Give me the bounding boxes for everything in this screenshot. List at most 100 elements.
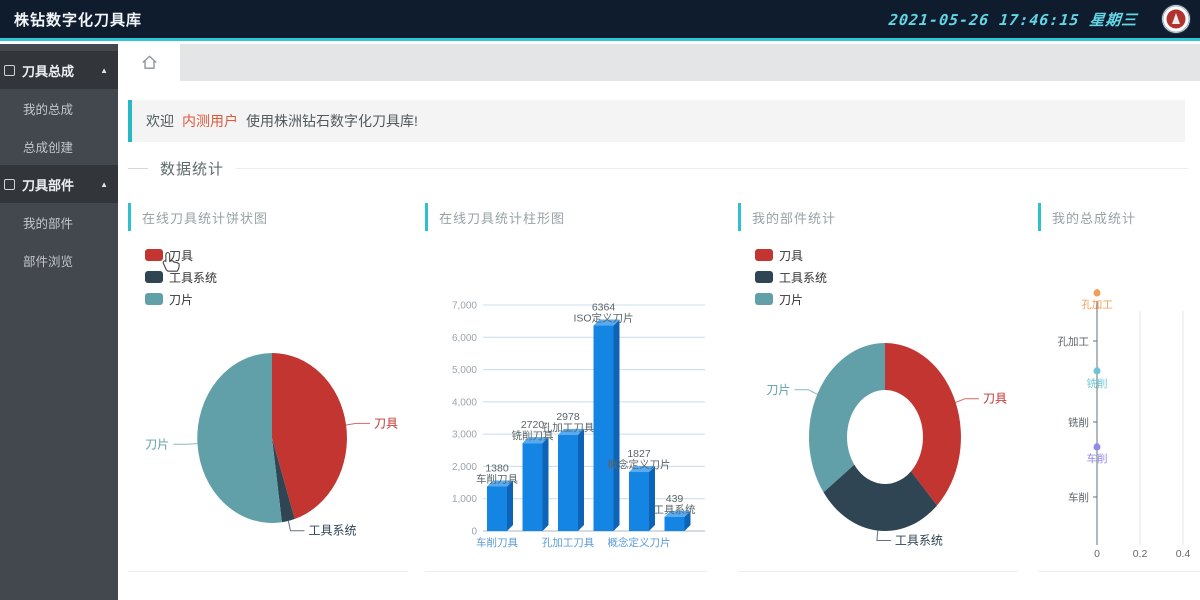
panel-title: 我的总成统计 [1052,210,1137,226]
welcome-banner: 欢迎 内测用户 使用株洲钻石数字化刀具库! [128,100,1185,142]
bar-top-face [629,466,655,473]
data-point[interactable] [1093,367,1101,375]
pie-label: 刀片 [766,383,790,397]
welcome-username: 内测用户 [182,113,238,129]
pie-label-line [955,398,979,403]
x-tick-label[interactable]: 车削刀具 [476,536,518,549]
sidebar-group-tool-assembly[interactable]: 刀具总成 ▲ [0,51,118,89]
pie-label: 工具系统 [309,524,357,538]
pie-slice[interactable] [885,343,961,506]
sidebar-item-label: 我的总成 [23,102,74,117]
legend-swatch [755,293,773,305]
section-divider [236,167,1188,169]
bar[interactable] [558,434,578,531]
bar[interactable] [522,443,543,531]
tab-home[interactable] [118,44,180,81]
sidebar-item-create-assembly[interactable]: 总成创建 [0,127,118,165]
x-tick-label: 0 [1094,548,1100,560]
pie-label: 刀片 [145,437,169,451]
sidebar-item-my-components[interactable]: 我的部件 [0,203,118,241]
section-header: 数据统计 [128,158,1188,178]
x-tick-label[interactable]: 概念定义刀片 [608,536,671,549]
component-icon [4,178,15,190]
sidebar-item-browse-components[interactable]: 部件浏览 [0,241,118,279]
sidebar-item-my-assembly[interactable]: 我的总成 [0,89,118,127]
pie-slice[interactable] [197,353,282,523]
panel-accent-bar [425,203,428,231]
sidebar-group-label: 刀具部件 [22,177,75,193]
tab-bar [118,44,1200,81]
panel-accent-bar [1038,203,1041,231]
panel-online-tools-bar: 在线刀具统计柱形图 0 1,000 2,000 3,000 4,000 5,000 6,00… [425,196,707,572]
bar-name-label: 铣削刀具 [512,429,554,442]
legend-label: 工具系统 [779,270,828,285]
assembly-icon [4,64,15,76]
bar-side-face [684,510,691,531]
pie-slice[interactable] [823,437,938,531]
value-label: 0 [1094,287,1100,299]
pie-label-line [876,530,891,541]
value-name-label: 车削 [1087,452,1108,465]
legend-item[interactable]: 刀具 [755,248,827,263]
pie-slice[interactable] [272,353,347,519]
collapse-caret-icon: ▲ [100,179,108,189]
sidebar: 刀具总成 ▲ 我的总成 总成创建 刀具部件 ▲ 我的部件 部件浏览 [0,44,118,600]
welcome-prefix: 欢迎 [146,113,174,129]
sidebar-item-label: 我的部件 [23,216,74,231]
top-header: 株钻数字化刀具库 2021-05-26 17:46:15 星期三 [0,0,1200,41]
bar-value-label: 2720 [521,419,545,431]
legend-label: 刀片 [169,292,194,307]
x-tick-label: 0.4 [1176,548,1191,560]
legend-swatch [145,271,163,283]
panel-title-row: 我的总成统计 [1038,203,1136,231]
pie-slice[interactable] [272,438,295,523]
bar[interactable] [664,516,685,531]
bar-value-label: 439 [666,493,684,505]
pie-label: 刀具 [374,416,398,430]
panel-title-row: 在线刀具统计饼状图 [128,203,268,231]
y-tick-label: 2,000 [452,462,477,473]
legend-item[interactable]: 工具系统 [755,270,828,285]
legend-item[interactable]: 刀片 [145,292,217,307]
sidebar-group-tool-components[interactable]: 刀具部件 ▲ [0,165,118,203]
bar[interactable] [593,325,614,531]
bar[interactable] [487,486,507,531]
bar[interactable] [629,472,649,531]
bar-side-face [649,466,655,531]
x-tick-label[interactable]: 孔加工刀具 [542,536,595,549]
pie-label-line [794,389,818,395]
collapse-caret-icon: ▲ [100,65,108,75]
legend-item[interactable]: 刀片 [755,292,827,307]
bar-name-label: ISO定义刀片 [573,312,633,325]
bar-side-face [542,437,549,531]
legend-swatch [755,271,773,283]
data-point[interactable] [1093,443,1101,451]
bar-side-face [613,319,620,531]
value-name-label: 孔加工 [1081,298,1113,311]
pie-label-line [173,443,198,445]
bar-side-face [507,480,513,531]
category-label: 车削 [1068,491,1089,504]
bar-name-label: 概念定义刀片 [608,458,671,471]
chart-legend: 刀具 工具系统 刀片 [755,248,827,314]
legend-swatch [755,249,773,261]
legend-swatch [145,249,163,261]
value-name-label: 铣削 [1087,377,1108,390]
category-label: 铣削 [1068,416,1089,429]
section-dash [128,167,148,169]
bar-top-face [593,319,620,326]
bar-name-label: 孔加工刀具 [542,421,595,434]
data-point[interactable] [1093,289,1101,297]
bar-value-label: 1827 [627,448,651,460]
bar-value-label: 6364 [592,302,616,314]
pie-slice[interactable] [808,342,885,493]
bar-top-face [558,428,584,435]
legend-label: 刀具 [779,248,804,263]
bar-value-label: 1380 [485,462,509,474]
panel-my-components-donut: 我的部件统计 刀具 工具系统 刀片 刀具 工具系统 刀片 [738,196,1018,572]
legend-item[interactable]: 工具系统 [145,270,217,285]
pie-label-line [287,520,305,532]
panel-title-row: 在线刀具统计柱形图 [425,203,565,231]
panel-online-tools-pie: 在线刀具统计饼状图 刀具 工具系统 刀片 刀具 工具系统 刀片 [128,196,408,572]
